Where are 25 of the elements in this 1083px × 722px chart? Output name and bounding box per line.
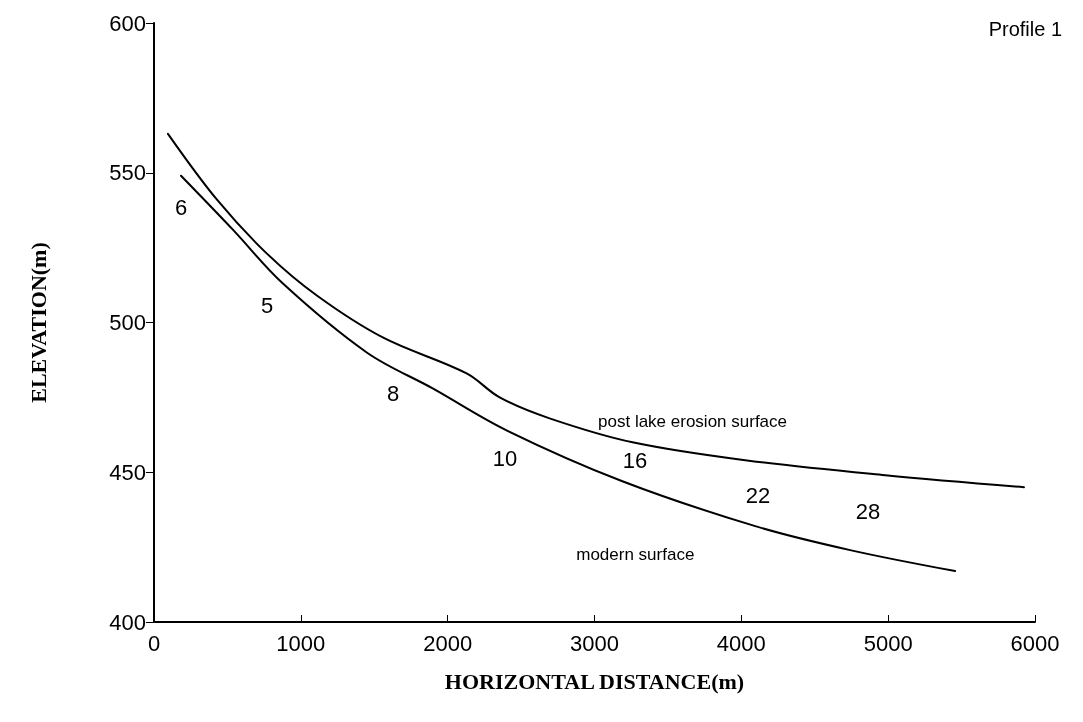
annotation: 5 [260, 292, 274, 318]
x-tick-label: 3000 [570, 630, 619, 656]
annotation: 22 [745, 482, 771, 508]
y-tick-label: 500 [109, 310, 146, 335]
series-label: post lake erosion surface [598, 412, 788, 432]
annotation: 8 [386, 380, 400, 406]
annotation: 28 [855, 498, 881, 524]
x-tick-label: 4000 [716, 630, 766, 656]
x-axis-title: HORIZONTAL DISTANCE(m) [444, 668, 745, 694]
x-tick-label: 6000 [1010, 630, 1060, 656]
y-tick-label: 600 [109, 10, 146, 36]
annotation: 6 [174, 194, 188, 220]
text: modern surface [576, 545, 695, 565]
x-tick-label: 2000 [423, 630, 473, 656]
y-tick-label: 450 [109, 459, 146, 485]
y-tick-label: 550 [109, 160, 146, 186]
x-tick-label: 0 [147, 630, 161, 656]
annotation: 16 [622, 447, 648, 473]
annotation: 10 [492, 445, 518, 471]
line-series [166, 132, 1025, 489]
chart-title: Profile 1 [988, 18, 1063, 40]
x-tick-label: 1000 [276, 630, 326, 656]
y-axis-title: ELEVATION(m) [25, 242, 51, 403]
x-tick-label: 5000 [863, 630, 913, 656]
y-tick-label: 400 [109, 609, 146, 635]
